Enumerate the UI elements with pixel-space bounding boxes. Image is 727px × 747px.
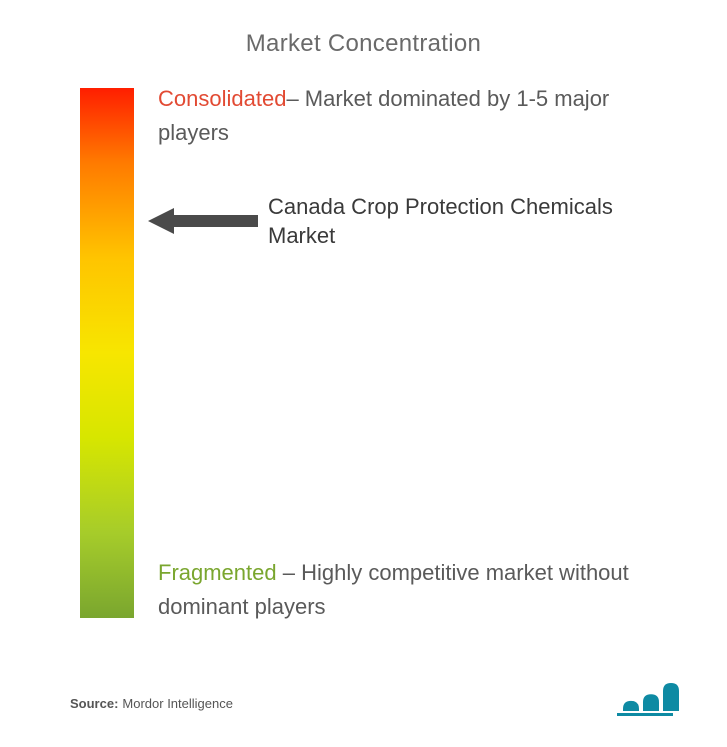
consolidated-label: Consolidated– Market dominated by 1-5 ma… [158,82,678,150]
fragmented-label: Fragmented – Highly competitive market w… [158,556,678,624]
market-name-label: Canada Crop Protection Chemicals Market [268,192,668,251]
brand-logo-icon [611,679,679,719]
source-label: Source: [70,696,118,711]
concentration-gradient-bar [80,88,134,618]
source-line: Source: Mordor Intelligence [70,696,233,711]
chart-title: Market Concentration [40,30,687,58]
consolidated-keyword: Consolidated [158,86,286,111]
arrow-left-icon [148,208,258,234]
fragmented-keyword: Fragmented [158,560,277,585]
market-marker: Canada Crop Protection Chemicals Market [148,192,668,251]
source-value: Mordor Intelligence [122,696,233,711]
chart-area: Consolidated– Market dominated by 1-5 ma… [80,88,687,618]
labels-column: Consolidated– Market dominated by 1-5 ma… [158,88,687,618]
